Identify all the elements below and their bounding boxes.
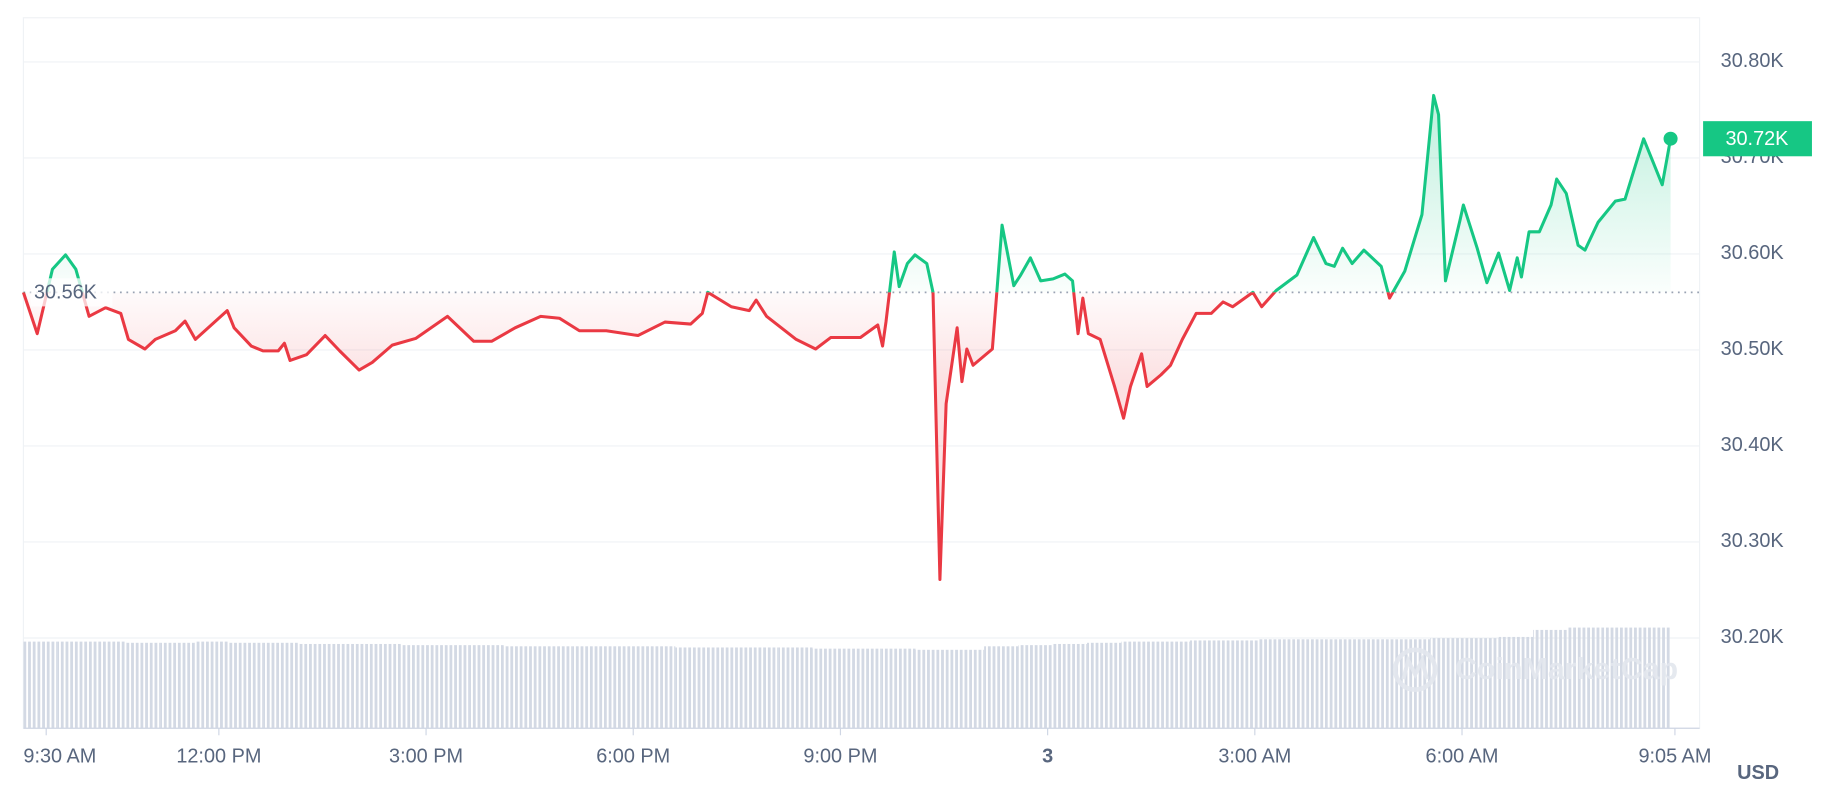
y-tick-label: 30.20K — [1721, 626, 1785, 648]
volume-bar — [1430, 638, 1465, 729]
volume-bar — [194, 641, 230, 729]
volume-bar — [1601, 627, 1637, 729]
volume-bar — [778, 647, 813, 729]
volume-bar — [1258, 639, 1293, 729]
volume-bar — [435, 645, 470, 729]
volume-bar — [1567, 627, 1602, 729]
x-tick-label: 12:00 PM — [176, 746, 261, 768]
volume-bar — [572, 646, 607, 729]
plot-frame — [22, 17, 1701, 729]
volume-bar — [949, 649, 985, 729]
volume-bar — [1189, 640, 1225, 729]
volume-bar — [297, 643, 333, 729]
baseline-label: 30.56K — [34, 282, 98, 304]
plot: 30.56K — [21, 93, 1700, 581]
volume-bar — [1361, 639, 1396, 729]
area-down — [23, 292, 1393, 580]
y-tick-label: 30.30K — [1721, 530, 1785, 552]
volume-bar — [881, 648, 916, 729]
volume-bar — [1498, 636, 1534, 729]
volume — [23, 627, 1671, 729]
volume-bar — [160, 642, 195, 729]
volume-bar — [1052, 643, 1088, 729]
x-tick-label: 3:00 AM — [1218, 746, 1291, 768]
volume-bar — [126, 642, 161, 729]
y-tick-label: 30.40K — [1721, 434, 1785, 456]
volume-bar — [1121, 641, 1156, 729]
last-price-label: 30.72K — [1725, 128, 1789, 150]
price-line-up — [23, 93, 1673, 293]
volume-bar — [263, 642, 298, 729]
price-line-down — [21, 292, 1395, 581]
volume-bar — [915, 649, 950, 729]
volume-bar — [1224, 640, 1259, 729]
y-tick-label: 30.60K — [1721, 242, 1785, 264]
axes: 30.20K30.30K30.40K30.50K30.60K30.70K30.8… — [23, 50, 1812, 768]
y-tick-label: 30.50K — [1721, 338, 1785, 360]
volume-bar — [1087, 642, 1122, 729]
volume-bar — [1292, 639, 1328, 729]
volume-bar — [1636, 627, 1671, 729]
volume-bar — [400, 645, 436, 729]
currency: USD — [1737, 762, 1779, 784]
volume-bar — [675, 647, 710, 729]
last-price-box — [1703, 121, 1812, 157]
volume-bar — [1533, 629, 1568, 729]
volume-bar — [1155, 641, 1190, 729]
x-tick-label: 9:05 AM — [1638, 746, 1711, 768]
volume-bar — [57, 641, 93, 729]
last-point — [1663, 131, 1678, 146]
volume-bar — [538, 646, 573, 729]
volume-bar — [366, 643, 401, 729]
baseline-label-bg — [30, 278, 113, 307]
volume-bar — [23, 641, 58, 729]
x-tick-label: 3 — [1042, 746, 1053, 768]
volume-bar — [1018, 645, 1053, 729]
x-tick-label: 6:00 AM — [1426, 746, 1499, 768]
volume-bar — [709, 647, 744, 729]
volume-bar — [92, 641, 127, 729]
volume-bar — [846, 648, 882, 729]
volume-bar — [984, 646, 1019, 729]
volume-bar — [606, 646, 642, 729]
volume-bar — [1464, 638, 1499, 729]
volume-bar — [812, 648, 847, 729]
volume-bar — [229, 642, 264, 729]
x-tick-label: 6:00 PM — [596, 746, 670, 768]
x-tick-label: 3:00 PM — [389, 746, 463, 768]
watermark: CoinMarketCap — [1392, 647, 1678, 692]
x-tick-label: 9:00 PM — [803, 746, 877, 768]
watermark-text: CoinMarketCap — [1455, 652, 1678, 686]
y-tick-label: 30.80K — [1721, 50, 1785, 72]
volume-bar — [641, 646, 676, 729]
volume-bar — [503, 646, 539, 729]
volume-bar — [743, 647, 779, 729]
volume-bar — [332, 643, 367, 729]
volume-bar — [469, 645, 504, 729]
x-tick-label: 9:30 AM — [23, 746, 96, 768]
volume-bar — [1327, 639, 1362, 729]
